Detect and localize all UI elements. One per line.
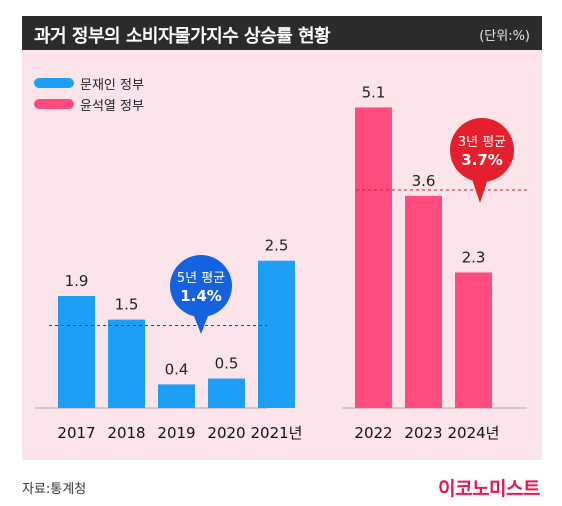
- value-label-2018: 1.5: [115, 296, 139, 314]
- value-label-2017: 1.9: [65, 272, 89, 290]
- value-label-2019: 0.4: [165, 360, 189, 378]
- category-label-2021년: 2021년: [251, 424, 303, 442]
- legend-item-yoon: 윤석열 정부: [34, 96, 144, 114]
- average-bubble-value-0: 1.4%: [180, 287, 222, 305]
- bar-chart: 1.9 2017 1.5 2018 0.4 2019 0.5 2020 2.5 2021년 5년 평…: [35, 83, 527, 442]
- bar-2021년: [258, 260, 295, 408]
- legend-item-moon: 문재인 정부: [34, 75, 144, 93]
- bar-2020: [208, 378, 245, 408]
- legend-label-yoon: 윤석열 정부: [80, 98, 144, 114]
- publisher-logo: 이코노미스트: [438, 478, 540, 500]
- category-label-2020: 2020: [207, 424, 245, 442]
- legend-swatch-yoon: [34, 99, 74, 109]
- bar-2017: [58, 296, 95, 408]
- category-label-2024년: 2024년: [448, 424, 500, 442]
- average-bubble-0: [170, 255, 232, 317]
- value-label-2021년: 2.5: [265, 237, 289, 255]
- legend-label-moon: 문재인 정부: [80, 77, 144, 93]
- bar-2023: [405, 195, 442, 408]
- unit-label: (단위:%): [479, 29, 530, 44]
- average-bubble-value-1: 3.7%: [461, 151, 503, 169]
- source-note: 자료:통계청: [22, 482, 87, 497]
- bar-2022: [355, 107, 392, 408]
- value-label-2020: 0.5: [215, 355, 239, 373]
- legend-swatch-moon: [34, 78, 74, 88]
- average-bubble-1: [450, 118, 514, 182]
- category-label-2018: 2018: [107, 424, 145, 442]
- bar-2024년: [455, 272, 492, 408]
- chart-panel: 1.9 2017 1.5 2018 0.4 2019 0.5 2020 2.5 2021년 5년 평…: [22, 50, 542, 460]
- bar-2018: [108, 319, 145, 408]
- value-label-2024년: 2.3: [462, 248, 486, 266]
- average-bubble-tail-1: [471, 176, 489, 203]
- bar-2019: [158, 384, 195, 408]
- chart-header: 과거 정부의 소비자물가지수 상승률 현황 (단위:%): [22, 16, 542, 50]
- average-bubble-label-0: 5년 평균: [177, 271, 225, 286]
- value-label-2022: 5.1: [362, 83, 386, 101]
- category-label-2022: 2022: [354, 424, 392, 442]
- category-label-2023: 2023: [404, 424, 442, 442]
- chart-title: 과거 정부의 소비자물가지수 상승률 현황: [34, 26, 331, 47]
- average-bubble-label-1: 3년 평균: [458, 135, 506, 150]
- category-label-2017: 2017: [57, 424, 95, 442]
- category-label-2019: 2019: [157, 424, 195, 442]
- value-label-2023: 3.6: [412, 172, 436, 190]
- average-bubble-tail-0: [192, 311, 210, 334]
